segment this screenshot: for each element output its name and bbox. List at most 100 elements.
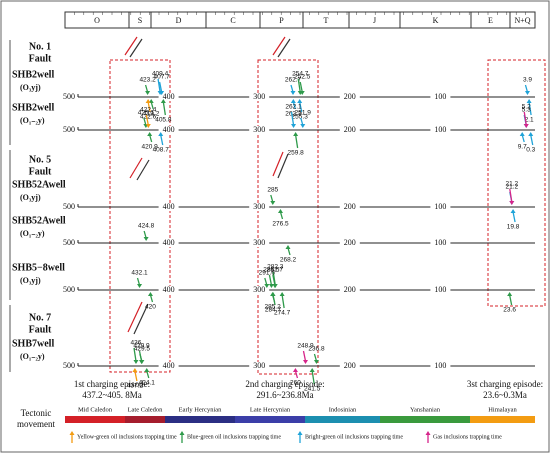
trap-arrow [507,292,513,306]
trap-value: 432.1 [131,270,148,277]
episode-boxes [109,59,546,375]
arrow-shaft [300,117,304,126]
arrow-shaft [136,277,141,286]
fault-label: No. 5 [29,154,51,165]
trap-value: 248.9 [297,343,314,350]
trap-arrow [158,132,164,146]
axis-tick-label: 300 [253,361,265,370]
trap-arrow [526,99,532,116]
arrow-head [133,360,139,364]
arrow-shaft [134,370,138,382]
trap-arrow [145,114,151,128]
axis-tick-label: 400 [163,285,175,294]
trap-arrow [272,274,278,288]
well-name: SHB2well [12,69,54,80]
trap-value: 408.7 [153,147,170,154]
tectonic-title: Tectonic [21,408,52,418]
trap-value: 429.9 [133,343,150,350]
arrow-head [309,368,315,372]
trap-value: 285.2 [264,304,281,311]
tick-bg [339,362,360,370]
arrow-head [277,209,283,213]
tectonic-label: Yanshanian [410,406,441,413]
arrow-shaft [133,347,137,362]
tectonic-segment [235,416,305,423]
arrow-shaft [149,134,153,143]
legend-text: Gas inclusions trapping time [433,434,502,440]
arrow-head [270,292,276,296]
arrow-head [158,132,164,136]
trap-arrow [290,111,297,128]
trap-arrow [300,117,306,128]
tick-bg [430,203,451,211]
trap-arrow [510,209,516,223]
fault-label: Fault [29,324,52,335]
arrow-shaft [294,134,299,149]
trap-value: 262.3 [285,111,302,118]
trap-value: 2.1 [525,117,534,124]
axis-tick-label: 200 [344,92,356,101]
tick-bg [339,126,360,134]
axis-tick-label: 500 [63,285,75,294]
trap-value: 436 [131,340,142,347]
tick-bg [339,286,360,294]
tick-bg [249,126,270,134]
trap-arrow [519,132,525,143]
axis-tick-label: 100 [434,202,446,211]
tick-bg [430,286,451,294]
legend-arrow-head [297,431,303,435]
arrow-head [290,91,296,95]
trap-value: 241.5 [304,386,321,393]
tick-bg [430,239,451,247]
legend-text: Blue-green oil inclusions trapping time [187,434,281,440]
episode-range: 437.2~405. 8Ma [82,390,142,400]
axis-tick-label: 200 [344,125,356,134]
trap-value: 286.5 [263,267,280,274]
trap-arrow [509,188,515,205]
tick-bg [158,93,179,101]
tick-bg [430,126,451,134]
arrow-shaft [297,78,301,93]
tectonic-label: Himalayan [488,406,517,413]
axis-tick-label: 100 [434,285,446,294]
arrow-head [279,292,285,296]
arrow-head [302,360,308,364]
trap-arrow [297,78,303,95]
arrow-shaft [145,114,149,126]
trap-value: 407.7 [153,74,170,81]
arrow-shaft [290,111,295,126]
fault-label: No. 7 [29,312,51,323]
fault-label: No. 1 [29,41,51,52]
arrow-shaft [521,134,525,143]
arrow-head [507,292,513,296]
arrow-head [272,284,278,288]
trap-value: 3.9 [523,77,532,84]
arrow-head [300,124,306,128]
axis-tick-label: 200 [344,285,356,294]
axis-tick-label: 300 [253,285,265,294]
arrow-shaft [294,370,299,379]
trap-arrow [309,368,315,385]
trap-arrow [147,292,154,303]
arrow-head [524,91,530,95]
axis-tick-label: 400 [163,361,175,370]
well-name: SHB7well [12,338,54,349]
arrow-head [137,284,143,288]
arrow-head [160,99,166,103]
trap-arrow [277,209,284,220]
axis-tick-label: 300 [253,125,265,134]
trap-value: 260 [290,380,301,387]
trap-value: 420 [145,304,156,311]
period-label: O [94,16,100,25]
well-name: SHB52Awell [12,215,66,226]
arrow-head [270,201,276,205]
tick-bg [158,286,179,294]
arrow-shaft [264,277,268,286]
trap-arrow [523,111,529,128]
trap-value: 262.7 [285,77,302,84]
legend-arrow-head [425,431,431,435]
arrow-shaft [292,101,296,110]
tick-bg [339,239,360,247]
tick-bg [249,203,270,211]
